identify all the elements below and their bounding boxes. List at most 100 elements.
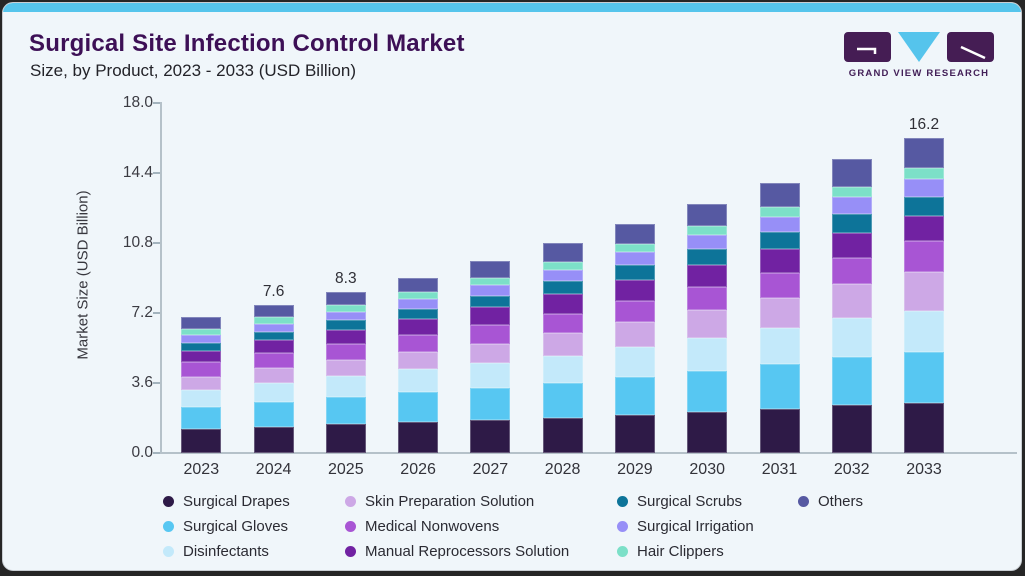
bar-segment-others [542,243,583,262]
bar-segment-skin-preparation-solution [542,333,583,356]
bar-segment-surgical-drapes [614,415,655,453]
x-tick-label-2025: 2025 [328,461,364,478]
legend-label: Surgical Scrubs [637,493,743,510]
bar-total-label-2024: 7.6 [262,283,285,300]
bar-segment-hair-clippers [687,226,728,235]
bar-segment-surgical-gloves [253,402,294,427]
bar-total-label-2025: 8.3 [335,270,357,287]
legend-label: Surgical Drapes [183,493,290,510]
bar-segment-disinfectants [181,390,222,407]
bar-segment-manual-reprocessors-solution [181,351,222,362]
bar-segment-others [253,305,294,317]
bar-segment-skin-preparation-solution [181,377,222,390]
bar-segment-surgical-gloves [542,383,583,418]
bar-segment-surgical-irrigation [687,235,728,249]
bar-segment-surgical-irrigation [542,270,583,281]
legend-item-others: Others [798,493,863,510]
x-tick-label-2024: 2024 [255,461,292,478]
legend-label: Hair Clippers [637,543,724,560]
bar-segment-surgical-drapes [181,429,222,453]
bar-segment-surgical-drapes [759,409,800,453]
legend-swatch [617,546,628,557]
bar-segment-hair-clippers [831,187,872,197]
legend-swatch [798,496,809,507]
bar-segment-surgical-irrigation [470,285,511,296]
y-tick-mark [153,242,160,244]
bar-segment-skin-preparation-solution [470,344,511,363]
bar-segment-others [759,183,800,207]
x-tick-label-2030: 2030 [689,461,725,478]
bar-segment-surgical-scrubs [398,309,439,319]
bar-segment-others [831,159,872,187]
legend-item-surgical-drapes: Surgical Drapes [163,493,290,510]
bar-segment-skin-preparation-solution [831,284,872,318]
legend-swatch [345,521,356,532]
bar-segment-others [181,317,222,329]
bar-segment-disinfectants [542,356,583,383]
bar-segment-manual-reprocessors-solution [542,294,583,314]
bar-total-label-2033: 16.2 [908,116,940,133]
logo-brand-text: GRAND VIEW RESEARCH [848,68,990,79]
bar-segment-hair-clippers [542,262,583,270]
bar-segment-surgical-gloves [614,377,655,415]
bar-segment-skin-preparation-solution [253,368,294,383]
y-axis-line [160,102,162,454]
x-tick-label-2032: 2032 [833,461,870,478]
logo-v-triangle-icon [898,32,940,62]
bar-segment-others [470,261,511,278]
legend-label: Medical Nonwovens [365,518,500,535]
bar-segment-surgical-irrigation [325,312,366,320]
bar-segment-disinfectants [759,328,800,364]
bar-segment-surgical-irrigation [398,299,439,309]
y-tick-mark [153,382,160,384]
legend-label: Manual Reprocessors Solution [365,543,570,560]
bar-segment-surgical-drapes [253,427,294,453]
legend-swatch [617,521,628,532]
bar-segment-surgical-drapes [325,424,366,453]
bar-segment-hair-clippers [253,317,294,324]
bar-segment-surgical-irrigation [759,217,800,232]
legend-item-surgical-irrigation: Surgical Irrigation [617,518,754,535]
bar-segment-surgical-scrubs [253,332,294,340]
bar-segment-skin-preparation-solution [614,322,655,347]
x-tick-label-2028: 2028 [544,461,581,478]
bar-segment-disinfectants [614,347,655,377]
legend-item-disinfectants: Disinfectants [163,543,269,560]
bar-segment-skin-preparation-solution [325,360,366,376]
y-tick-label: 14.4 [122,164,153,181]
bar-segment-surgical-scrubs [904,197,944,216]
logo-r-block-icon [947,32,994,62]
legend-item-surgical-gloves: Surgical Gloves [163,518,288,535]
bar-segment-medical-nonwovens [759,273,800,298]
bar-segment-disinfectants [831,318,872,357]
bar-segment-disinfectants [904,311,944,352]
y-tick-label: 0.0 [131,444,153,461]
page-subtitle: Size, by Product, 2023 - 2033 (USD Billi… [30,61,356,80]
logo-g-block-icon [844,32,891,62]
bar-segment-disinfectants [398,369,439,392]
legend-swatch [163,521,174,532]
bar-segment-surgical-scrubs [470,296,511,307]
y-tick-mark [153,312,160,314]
bar-segment-skin-preparation-solution [904,272,944,311]
legend-label: Surgical Gloves [183,518,289,535]
bar-segment-manual-reprocessors-solution [325,330,366,344]
bar-segment-disinfectants [470,363,511,388]
y-tick-label: 7.2 [131,304,153,321]
bar-segment-surgical-drapes [904,403,944,453]
bar-segment-others [325,292,366,305]
bar-segment-others [687,204,728,226]
x-tick-label-2033: 2033 [906,461,942,478]
legend-item-hair-clippers: Hair Clippers [617,543,724,560]
bar-segment-surgical-scrubs [181,343,222,351]
x-tick-label-2031: 2031 [761,461,798,478]
bar-segment-surgical-irrigation [253,324,294,332]
bar-segment-hair-clippers [614,244,655,252]
y-tick-mark [153,172,160,174]
bar-segment-medical-nonwovens [831,258,872,284]
legend-label: Surgical Irrigation [637,518,754,535]
top-accent-bar [3,3,1021,12]
legend-swatch [345,496,356,507]
bar-segment-medical-nonwovens [325,344,366,360]
legend-swatch [345,546,356,557]
